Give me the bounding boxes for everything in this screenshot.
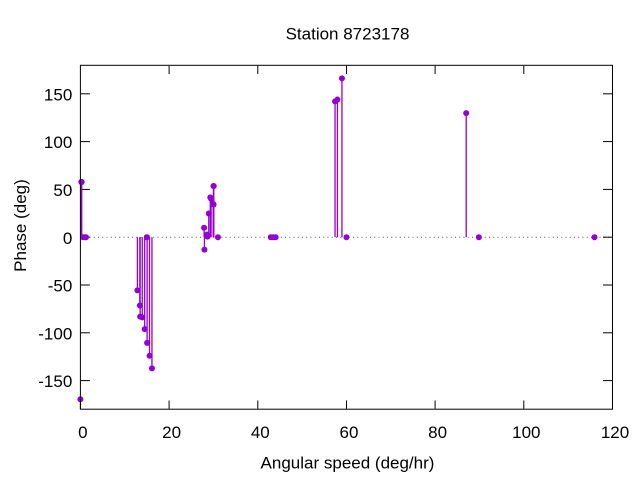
svg-text:0: 0 xyxy=(63,229,72,248)
svg-text:40: 40 xyxy=(251,423,270,442)
svg-text:100: 100 xyxy=(512,423,540,442)
svg-text:0: 0 xyxy=(78,423,87,442)
svg-text:80: 80 xyxy=(428,423,447,442)
svg-text:-50: -50 xyxy=(48,277,73,296)
svg-text:100: 100 xyxy=(44,133,72,152)
svg-text:20: 20 xyxy=(162,423,181,442)
svg-text:50: 50 xyxy=(53,181,72,200)
svg-text:Angular speed (deg/hr): Angular speed (deg/hr) xyxy=(261,453,435,472)
svg-text:150: 150 xyxy=(44,85,72,104)
svg-text:Phase (deg): Phase (deg) xyxy=(11,179,30,272)
svg-text:60: 60 xyxy=(340,423,359,442)
svg-text:Station 8723178: Station 8723178 xyxy=(286,25,410,44)
svg-text:-100: -100 xyxy=(38,324,72,343)
svg-text:-150: -150 xyxy=(38,372,72,391)
svg-text:120: 120 xyxy=(601,423,629,442)
